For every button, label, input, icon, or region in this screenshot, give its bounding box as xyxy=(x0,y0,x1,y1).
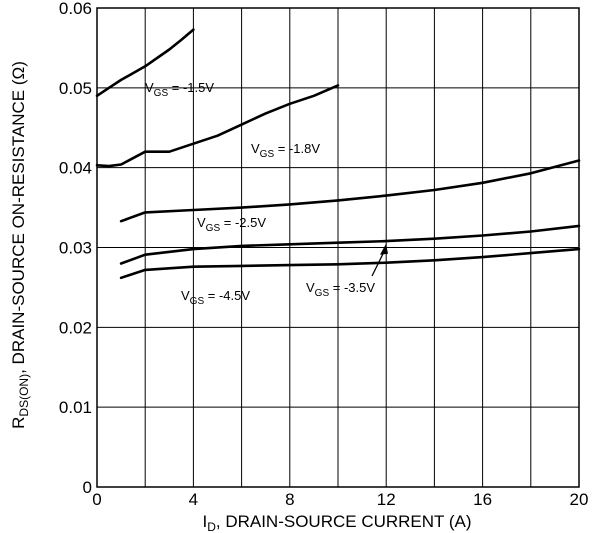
y-tick-label: 0.04 xyxy=(59,159,92,178)
series-label-5: VGS = -4.5V xyxy=(181,288,250,307)
x-tick-label: 16 xyxy=(473,490,492,509)
series-line-1 xyxy=(95,28,195,98)
plot-frame xyxy=(96,7,580,488)
y-tick-label: 0.05 xyxy=(59,79,92,98)
y-tick-label: 0.02 xyxy=(59,318,92,337)
y-tick-label: 0.06 xyxy=(59,0,92,18)
y-tick-labels: 0 0.01 0.02 0.03 0.04 0.05 0.06 xyxy=(59,0,92,497)
x-tick-label: 8 xyxy=(285,490,294,509)
series-label-4: VGS = -3.5V xyxy=(306,280,375,299)
series-label-1: VGS = -1.5V xyxy=(145,80,214,99)
series-line-5 xyxy=(119,247,581,280)
arrow-head xyxy=(380,243,388,255)
series-label-2: VGS = -1.8V xyxy=(251,141,320,160)
y-tick-label: 0.03 xyxy=(59,239,92,258)
series-line-3 xyxy=(119,159,581,223)
series-labels: VGS = -1.5V VGS = -1.8V VGS = -2.5V VGS = -… xyxy=(145,80,388,307)
y-tick-label: 0.01 xyxy=(59,398,92,417)
curves xyxy=(95,28,581,280)
x-tick-labels: 0 4 8 12 16 20 xyxy=(92,490,588,509)
y-axis-title: RDS(ON), DRAIN-SOURCE ON-RESISTANCE (Ω) xyxy=(9,61,31,429)
series-label-3: VGS = -2.5V xyxy=(197,215,266,234)
series-line-2 xyxy=(95,84,340,168)
x-tick-label: 0 xyxy=(92,490,101,509)
y-tick-label: 0 xyxy=(83,478,92,497)
x-axis-title: ID, DRAIN-SOURCE CURRENT (A) xyxy=(202,512,471,533)
x-tick-label: 12 xyxy=(377,490,396,509)
series-line-4 xyxy=(119,224,581,265)
x-tick-label: 4 xyxy=(189,490,198,509)
x-tick-label: 20 xyxy=(570,490,589,509)
